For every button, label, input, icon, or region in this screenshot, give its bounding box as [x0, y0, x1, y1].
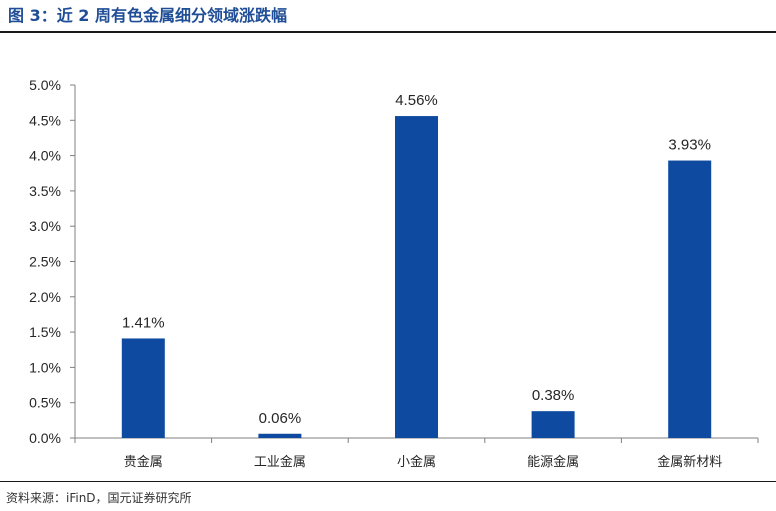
x-category-label: 贵金属	[124, 454, 163, 470]
data-label: 3.93%	[668, 137, 711, 154]
figure-title: 图 3：近 2 周有色金属细分领域涨跌幅	[8, 6, 287, 25]
x-category-label: 金属新材料	[657, 454, 722, 470]
data-label: 0.06%	[259, 410, 302, 427]
title-divider	[0, 31, 776, 33]
x-category-label: 能源金属	[527, 454, 579, 470]
y-tick-label: 0.5%	[29, 395, 61, 411]
y-tick-label: 4.0%	[29, 148, 61, 164]
y-tick-label: 5.0%	[29, 77, 61, 93]
y-tick-label: 1.5%	[29, 324, 61, 340]
bar	[531, 411, 575, 438]
data-labels: 1.41% 0.06% 4.56% 0.38% 3.93%	[122, 92, 711, 427]
x-category-label: 工业金属	[254, 454, 306, 470]
y-tick-label: 2.0%	[29, 289, 61, 305]
data-label: 4.56%	[395, 92, 438, 109]
source-note: 资料来源：iFinD，国元证券研究所	[6, 491, 192, 505]
y-axis: 0.0% 0.5% 1.0% 1.5% 2.0% 2.5% 3.0% 3.5% 4.0% 4.5%…	[29, 77, 76, 446]
data-label: 1.41%	[122, 314, 165, 331]
y-tick-label: 3.5%	[29, 183, 61, 199]
y-tick-label: 1.0%	[29, 359, 61, 375]
data-label: 0.38%	[532, 387, 575, 404]
bar	[258, 433, 302, 438]
y-tick-label: 2.5%	[29, 254, 61, 270]
x-category-label: 小金属	[397, 454, 436, 470]
bar	[395, 116, 438, 439]
bar-chart: 0.0% 0.5% 1.0% 1.5% 2.0% 2.5% 3.0% 3.5% 4.0% 4.5%…	[29, 77, 759, 470]
source-divider	[0, 481, 776, 482]
y-tick-label: 0.0%	[29, 430, 61, 446]
x-axis: 贵金属 工业金属 小金属 能源金属 金属新材料	[74, 437, 759, 470]
bar-series	[121, 116, 712, 439]
bar	[121, 338, 165, 438]
bar	[668, 160, 712, 438]
y-tick-label: 4.5%	[29, 112, 61, 128]
y-tick-label: 3.0%	[29, 218, 61, 234]
